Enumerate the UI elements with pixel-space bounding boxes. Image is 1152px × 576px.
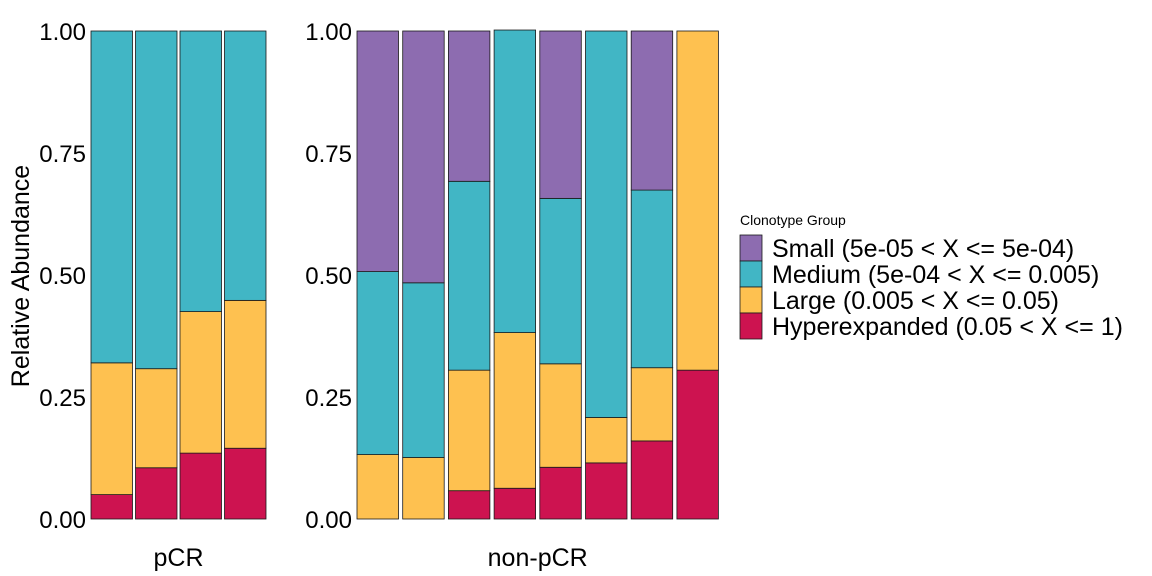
- bar: [539, 30, 582, 520]
- bar-segment-large: [90, 362, 133, 495]
- bar-segment-hyperexpanded: [224, 447, 267, 520]
- y-tick-label: 0.75: [39, 141, 86, 168]
- bar: [179, 30, 222, 520]
- bar-segment-medium: [135, 30, 178, 370]
- bar: [356, 30, 399, 520]
- bar-segment-large: [447, 369, 491, 492]
- legend-label: Small (5e-05 < X <= 5e-04): [772, 235, 1074, 263]
- bar-segment-hyperexpanded: [135, 467, 178, 520]
- bar: [224, 30, 267, 520]
- y-tick-label: 0.50: [39, 263, 86, 290]
- bar-segment-medium: [539, 197, 582, 365]
- y-tick-label: 0.25: [305, 385, 352, 412]
- bar-segment-small: [356, 30, 399, 272]
- bar-segment-large: [585, 417, 628, 464]
- bar-segment-small: [447, 30, 491, 182]
- y-tick-label: 1.00: [39, 19, 86, 46]
- bar-segment-medium: [224, 30, 267, 301]
- bar-segment-large: [356, 454, 399, 520]
- legend-swatch: [739, 234, 763, 262]
- legend-label: Medium (5e-04 < X <= 0.005): [772, 261, 1099, 289]
- panel-label: non-pCR: [488, 544, 588, 572]
- bar-segment-large: [539, 363, 582, 468]
- bar-segment-medium: [447, 180, 491, 371]
- bar: [630, 30, 674, 520]
- bar-segment-large: [493, 332, 537, 489]
- bar-segment-hyperexpanded: [179, 452, 222, 520]
- bar-segment-large: [402, 457, 445, 520]
- bar-segment-medium: [402, 282, 445, 458]
- panel-pCR: 0.00 0.25 0.50 0.75 1.00 pCR: [39, 19, 267, 572]
- bar: [493, 29, 537, 520]
- y-tick-label: 0.75: [305, 141, 352, 168]
- bar: [90, 30, 133, 520]
- legend-swatch: [739, 260, 763, 288]
- bar-segment-medium: [630, 189, 674, 369]
- legend-swatch: [739, 312, 763, 340]
- legend-label: Large (0.005 < X <= 0.05): [772, 287, 1059, 315]
- bar-segment-large: [630, 367, 674, 442]
- legend-label: Hyperexpanded (0.05 < X <= 1): [772, 313, 1123, 341]
- bar-segment-medium: [585, 30, 628, 418]
- legend: Clonotype Group Small (5e-05 < X <= 5e-0…: [739, 212, 1123, 341]
- y-axis-label: Relative Abundance: [7, 165, 35, 387]
- bar-segment-hyperexpanded: [539, 466, 582, 520]
- bar-segment-medium: [493, 29, 537, 333]
- panel-label: pCR: [153, 544, 203, 572]
- bar-segment-hyperexpanded: [676, 369, 719, 520]
- bar-segment-medium: [90, 30, 133, 364]
- bar-segment-large: [224, 299, 267, 449]
- y-tick-label: 0.25: [39, 385, 86, 412]
- legend-swatch: [739, 286, 763, 314]
- bar-segment-medium: [179, 30, 222, 313]
- bar: [676, 30, 719, 520]
- bar: [447, 30, 491, 520]
- panel-non-pCR: 0.00 0.25 0.50 0.75 1.00 non-pCR: [305, 19, 719, 572]
- bar-segment-hyperexpanded: [630, 440, 674, 520]
- y-tick-label: 0.00: [39, 507, 86, 534]
- bar: [585, 30, 628, 520]
- legend-title: Clonotype Group: [740, 212, 846, 228]
- bar-segment-hyperexpanded: [585, 462, 628, 520]
- bar-segment-large: [179, 311, 222, 454]
- bar: [135, 30, 178, 520]
- bar: [402, 30, 445, 520]
- y-tick-label: 0.50: [305, 263, 352, 290]
- y-tick-label: 0.00: [305, 507, 352, 534]
- y-tick-label: 1.00: [305, 19, 352, 46]
- bar-segment-large: [135, 368, 178, 469]
- bar-segment-medium: [356, 271, 399, 455]
- panels: 0.00 0.25 0.50 0.75 1.00 pCR 0.00 0.25 0.50 0.75 1…: [39, 19, 719, 572]
- bar-segment-hyperexpanded: [447, 490, 491, 520]
- bar-segment-hyperexpanded: [493, 487, 537, 520]
- bar-segment-hyperexpanded: [90, 494, 133, 520]
- bar-segment-small: [630, 30, 674, 191]
- bar-segment-small: [539, 30, 582, 199]
- bar-segment-small: [402, 30, 445, 284]
- bar-segment-large: [676, 30, 719, 371]
